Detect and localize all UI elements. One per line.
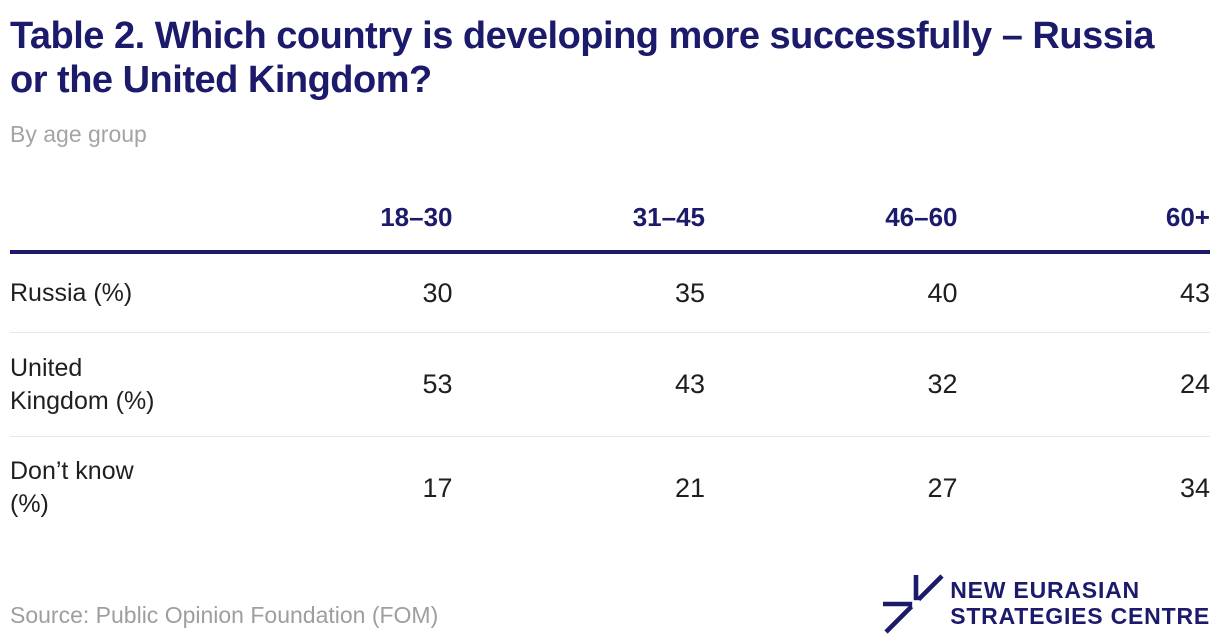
page-title: Table 2. Which country is developing mor… bbox=[10, 14, 1210, 102]
cell-value: 43 bbox=[1179, 277, 1210, 308]
cell-value: 21 bbox=[674, 472, 705, 503]
row-separator bbox=[10, 436, 1210, 437]
source-note: Source: Public Opinion Foundation (FOM) bbox=[10, 602, 439, 628]
table-row: United Kingdom (%) 53 43 32 24 bbox=[10, 333, 1210, 436]
cell-value: 32 bbox=[927, 369, 958, 399]
footer: Source: Public Opinion Foundation (FOM) … bbox=[10, 570, 1210, 636]
nesc-star-icon bbox=[879, 570, 945, 636]
column-header: 46–60 bbox=[885, 202, 958, 232]
nesc-logo-line1: NEW EURASIAN bbox=[950, 577, 1140, 603]
cell-value: 34 bbox=[1179, 472, 1210, 503]
page-title-line2: or the United Kingdom? bbox=[10, 59, 432, 101]
header-rule bbox=[10, 250, 1210, 254]
cell-value: 24 bbox=[1179, 369, 1210, 399]
nesc-logo-text: NEW EURASIAN STRATEGIES CENTRE bbox=[950, 577, 1210, 629]
column-header: 60+ bbox=[1165, 202, 1210, 232]
page-subtitle: By age group bbox=[10, 121, 147, 147]
cell-value: 35 bbox=[674, 277, 705, 308]
row-label: Russia (%) bbox=[10, 277, 200, 310]
cell-value: 43 bbox=[674, 369, 705, 399]
nesc-logo: NEW EURASIAN STRATEGIES CENTRE bbox=[879, 570, 1210, 636]
table-row: Russia (%) 30 35 40 43 bbox=[10, 254, 1210, 332]
table-row: Don’t know (%) 17 21 27 34 bbox=[10, 437, 1210, 539]
row-label: Don’t know (%) bbox=[10, 455, 200, 521]
row-label: United Kingdom (%) bbox=[10, 352, 200, 418]
cell-value: 27 bbox=[927, 472, 958, 503]
cell-value: 30 bbox=[422, 277, 453, 308]
cell-value: 17 bbox=[422, 472, 453, 503]
cell-value: 40 bbox=[927, 277, 958, 308]
data-table: 18–30 31–45 46–60 60+ Russia (%) 30 35 40 43 Unit… bbox=[10, 149, 1210, 539]
page-title-line1: Table 2. Which country is developing mor… bbox=[10, 15, 1155, 57]
nesc-logo-line2: STRATEGIES CENTRE bbox=[950, 603, 1210, 629]
row-separator bbox=[10, 332, 1210, 333]
row-label-text: Russia (%) bbox=[10, 278, 133, 307]
row-label-text: Don’t know (%) bbox=[10, 457, 134, 518]
table-header-row: 18–30 31–45 46–60 60+ bbox=[10, 149, 1210, 250]
cell-value: 53 bbox=[422, 369, 453, 399]
row-label-text: United Kingdom (%) bbox=[10, 353, 155, 415]
column-header: 31–45 bbox=[632, 202, 705, 232]
column-header: 18–30 bbox=[380, 202, 453, 232]
